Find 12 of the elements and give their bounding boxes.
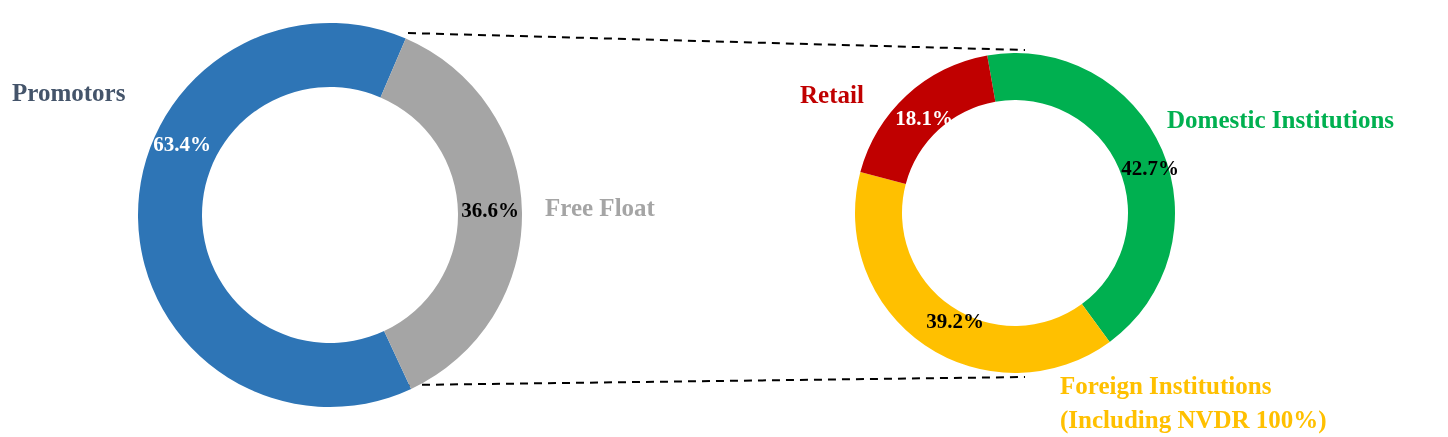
slice-label: Domestic Institutions (1167, 105, 1395, 133)
donut-slice (855, 172, 1110, 373)
slice-label: Promotors (12, 78, 126, 106)
slice-label: Foreign Institutions (Including NVDR 100%) (1060, 371, 1327, 434)
data-label: 36.6% (461, 197, 519, 222)
donut-slice (138, 23, 412, 407)
slice-label: Free Float (545, 193, 656, 221)
data-label: 39.2% (926, 308, 984, 333)
slice-label: Retail (800, 80, 864, 108)
data-label: 63.4% (153, 131, 211, 156)
data-label: 18.1% (895, 105, 953, 130)
donut-slice (380, 38, 522, 390)
